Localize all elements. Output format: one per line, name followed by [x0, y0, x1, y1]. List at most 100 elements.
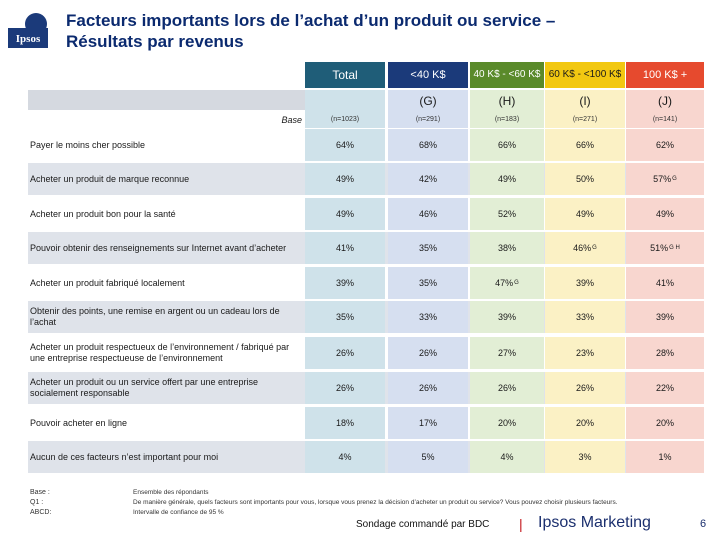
- base-label: Base: [281, 115, 302, 125]
- table-cell: 39%: [626, 301, 704, 333]
- cell-value: 50%: [575, 174, 594, 184]
- table-cell: 47% G: [470, 267, 544, 299]
- cell-value: 49%: [335, 209, 354, 219]
- table-cell: 26%: [388, 372, 468, 404]
- cell-value: 68%: [418, 140, 437, 150]
- cell-value: 17%: [418, 418, 437, 428]
- footer-separator: |: [519, 516, 523, 532]
- significance-marker: G: [592, 245, 597, 251]
- table-cell: 62%: [626, 129, 704, 161]
- footer-key-abcd: ABCD:: [30, 509, 52, 516]
- table-cell: 26%: [545, 372, 625, 404]
- footer-note-q1: De manière générale, quels facteurs sont…: [133, 499, 618, 506]
- table-cell: 28%: [626, 337, 704, 369]
- cell-value: 33%: [575, 312, 594, 322]
- ipsos-marketing-brand: Ipsos Marketing: [538, 514, 651, 531]
- cell-value: 57%: [653, 174, 672, 184]
- cell-value: 26%: [335, 348, 354, 358]
- cell-value: 47%: [495, 278, 514, 288]
- table-cell: 39%: [470, 301, 544, 333]
- table-cell: 4%: [470, 441, 544, 473]
- table-cell: 49%: [545, 198, 625, 230]
- cell-value: 42%: [418, 174, 437, 184]
- sondage-credit: Sondage commandé par BDC: [356, 519, 490, 530]
- cell-value: 4%: [500, 452, 514, 462]
- table-cell: 64%: [305, 129, 385, 161]
- col-n-1: (n=291): [388, 112, 468, 128]
- cell-value: 18%: [335, 418, 354, 428]
- table-cell: 50%: [545, 163, 625, 195]
- col-letter-2: (H): [470, 90, 544, 112]
- cell-value: 49%: [655, 209, 674, 219]
- col-header-g: <40 K$: [388, 62, 468, 88]
- cell-value: 26%: [497, 383, 516, 393]
- cell-value: 41%: [655, 278, 674, 288]
- cell-value: 20%: [575, 418, 594, 428]
- cell-value: 66%: [497, 140, 516, 150]
- table-cell: 66%: [545, 129, 625, 161]
- col-letter-1: (G): [388, 90, 468, 112]
- cell-value: 35%: [335, 312, 354, 322]
- col-n-3: (n=271): [545, 112, 625, 128]
- table-cell: 49%: [626, 198, 704, 230]
- cell-value: 64%: [335, 140, 354, 150]
- row-label: Acheter un produit respectueux de l’envi…: [30, 342, 290, 363]
- ipsos-logo: Ipsos: [8, 13, 48, 48]
- cell-value: 20%: [497, 418, 516, 428]
- logo-text: Ipsos: [16, 33, 41, 45]
- table-cell: 27%: [470, 337, 544, 369]
- row-label: Obtenir des points, une remise en argent…: [30, 306, 280, 327]
- significance-marker: G H: [669, 245, 680, 251]
- table-cell: 17%: [388, 407, 468, 439]
- footer-notes: Ensemble des répondants De manière génér…: [133, 488, 693, 518]
- table-cell: 51% G H: [626, 232, 704, 264]
- table-cell: 23%: [545, 337, 625, 369]
- table-cell: 68%: [388, 129, 468, 161]
- table-cell: 49%: [305, 198, 385, 230]
- col-n-0: (n=1023): [305, 112, 385, 128]
- cell-value: 27%: [497, 348, 516, 358]
- table-cell: 20%: [470, 407, 544, 439]
- footer-key-q1: Q1 :: [30, 499, 44, 506]
- cell-value: 5%: [421, 452, 435, 462]
- cell-value: 39%: [335, 278, 354, 288]
- footer-keys: Base : Q1 : ABCD:: [30, 488, 51, 518]
- row-label: Pouvoir acheter en ligne: [30, 417, 128, 428]
- row-label: Acheter un produit ou un service offert …: [30, 377, 258, 398]
- cell-value: 4%: [338, 452, 352, 462]
- table-cell: 26%: [305, 372, 385, 404]
- cell-value: 26%: [418, 383, 437, 393]
- table-cell: 39%: [545, 267, 625, 299]
- cell-value: 28%: [655, 348, 674, 358]
- col-header-j: 100 K$ +: [626, 62, 704, 88]
- cell-value: 33%: [418, 312, 437, 322]
- col-letter-0: [305, 90, 385, 112]
- col-n-4: (n=141): [626, 112, 704, 128]
- table-cell: 41%: [305, 232, 385, 264]
- row-label: Pouvoir obtenir des renseignements sur I…: [30, 242, 287, 253]
- table-cell: 26%: [388, 337, 468, 369]
- table-cell: 46%: [388, 198, 468, 230]
- cell-value: 41%: [335, 243, 354, 253]
- cell-value: 3%: [578, 452, 592, 462]
- cell-value: 23%: [575, 348, 594, 358]
- row-label: Acheter un produit de marque reconnue: [30, 173, 190, 184]
- cell-value: 39%: [575, 278, 594, 288]
- footer-note-base: Ensemble des répondants: [133, 489, 209, 496]
- table-cell: 5%: [388, 441, 468, 473]
- col-header-i: 60 K$ - <100 K$: [545, 62, 625, 88]
- cell-value: 35%: [418, 243, 437, 253]
- cell-value: 46%: [418, 209, 437, 219]
- col-n-2: (n=183): [470, 112, 544, 128]
- cell-value: 35%: [418, 278, 437, 288]
- table-cell: 66%: [470, 129, 544, 161]
- cell-value: 39%: [655, 312, 674, 322]
- table-cell: 33%: [545, 301, 625, 333]
- table-cell: 26%: [470, 372, 544, 404]
- cell-value: 39%: [497, 312, 516, 322]
- table-cell: 49%: [470, 163, 544, 195]
- table-cell: 38%: [470, 232, 544, 264]
- table-cell: 20%: [626, 407, 704, 439]
- row-label: Payer le moins cher possible: [30, 139, 146, 150]
- col-letter-4: (J): [626, 90, 704, 112]
